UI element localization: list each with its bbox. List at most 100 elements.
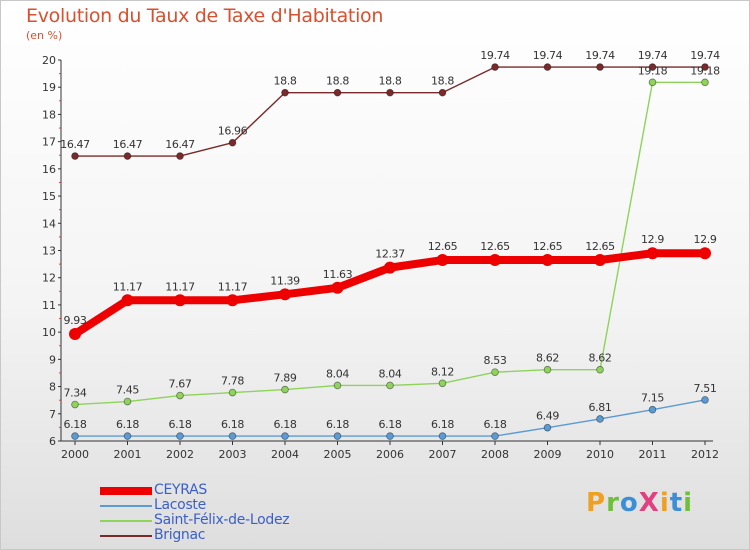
data-point-brignac (333, 88, 342, 97)
data-label-ceyras: 12.9 (694, 233, 717, 246)
data-label-lacoste: 6.18 (326, 418, 349, 431)
data-point-brignac (281, 88, 289, 97)
data-point-saint-felix-de-lodez (333, 381, 342, 390)
data-label-lacoste: 6.18 (274, 418, 297, 431)
data-point-ceyras (121, 294, 134, 307)
x-tick-label: 2011 (639, 448, 667, 461)
data-point-ceyras (174, 294, 186, 307)
y-unit-label: (en %) (26, 29, 63, 42)
logo-letter: o (619, 488, 639, 518)
data-point-saint-felix-de-lodez (543, 365, 552, 374)
y-tick-label: 6 (49, 435, 56, 448)
data-point-saint-felix-de-lodez (176, 391, 184, 400)
data-label-lacoste: 7.51 (694, 382, 717, 395)
x-tick-label: 2003 (219, 448, 247, 461)
data-point-ceyras (541, 254, 554, 267)
data-point-lacoste (596, 415, 604, 423)
data-label-saint-felix-de-lodez: 8.53 (484, 354, 507, 367)
data-label-brignac: 16.47 (113, 138, 143, 151)
x-tick-label: 2000 (61, 448, 89, 461)
y-tick-label: 12 (42, 272, 56, 285)
data-point-saint-felix-de-lodez (438, 379, 447, 388)
data-point-saint-felix-de-lodez (491, 368, 499, 376)
data-label-brignac: 16.47 (60, 138, 90, 151)
data-label-brignac: 19.74 (480, 49, 510, 62)
data-label-lacoste: 6.18 (116, 418, 139, 431)
y-tick-label: 20 (42, 54, 56, 67)
data-label-brignac: 16.96 (218, 125, 248, 138)
data-label-saint-felix-de-lodez: 8.12 (431, 365, 454, 378)
data-point-ceyras (226, 294, 239, 307)
x-tick-label: 2007 (429, 448, 457, 461)
data-point-lacoste (228, 432, 237, 440)
data-point-brignac (123, 152, 132, 160)
y-tick-label: 13 (42, 245, 56, 258)
data-label-brignac: 18.8 (431, 75, 454, 88)
legend-swatch (100, 487, 152, 495)
data-point-brignac (176, 152, 184, 160)
data-label-ceyras: 12.65 (480, 240, 510, 253)
data-point-ceyras (331, 281, 344, 294)
data-point-lacoste (281, 432, 289, 440)
data-label-brignac: 19.74 (638, 49, 668, 62)
data-label-saint-felix-de-lodez: 7.67 (169, 378, 192, 391)
data-label-ceyras: 12.65 (585, 240, 615, 253)
data-label-saint-felix-de-lodez: 8.04 (326, 367, 349, 380)
data-label-ceyras: 11.17 (165, 280, 195, 293)
data-label-brignac: 19.74 (690, 49, 720, 62)
data-label-brignac: 18.8 (379, 75, 402, 88)
data-point-saint-felix-de-lodez (648, 78, 657, 87)
y-tick-label: 15 (42, 190, 56, 203)
x-tick-label: 2005 (324, 448, 352, 461)
data-point-lacoste (386, 432, 394, 440)
data-label-ceyras: 12.65 (533, 240, 563, 253)
legend-label: Saint-Félix-de-Lodez (154, 512, 290, 528)
data-point-brignac (228, 138, 237, 147)
data-point-lacoste (438, 432, 447, 440)
data-point-brignac (648, 63, 657, 71)
logo-letter: i (683, 488, 694, 518)
data-point-saint-felix-de-lodez (701, 78, 709, 87)
data-label-ceyras: 9.93 (64, 314, 87, 327)
data-point-saint-felix-de-lodez (281, 385, 289, 394)
legend-swatch (100, 505, 152, 507)
y-tick-label: 9 (49, 353, 56, 366)
legend-swatch (100, 520, 152, 522)
data-point-saint-felix-de-lodez (596, 365, 604, 374)
data-label-brignac: 19.74 (585, 49, 615, 62)
line-chart: 6 7 8 9 10 11 12 13 14 15 16 17 18 19 20 2000 2001 2002 20… (42, 49, 721, 461)
data-label-brignac: 19.74 (533, 49, 563, 62)
x-tick-label: 2006 (376, 448, 404, 461)
data-point-ceyras (436, 254, 449, 267)
y-tick-label: 7 (49, 408, 56, 421)
data-point-saint-felix-de-lodez (228, 388, 237, 397)
data-label-lacoste: 6.18 (431, 418, 454, 431)
legend-label: Lacoste (154, 497, 206, 513)
data-label-saint-felix-de-lodez: 7.45 (116, 384, 139, 397)
data-point-ceyras (489, 254, 501, 267)
legend-swatch (100, 535, 152, 537)
data-label-ceyras: 11.17 (113, 280, 143, 293)
proxiti-logo: ProXiti (586, 488, 693, 518)
legend-label: CEYRAS (154, 482, 207, 498)
data-label-ceyras: 12.9 (641, 233, 664, 246)
data-label-brignac: 18.8 (326, 75, 349, 88)
x-tick-label: 2009 (534, 448, 562, 461)
data-point-lacoste (701, 396, 709, 404)
data-label-ceyras: 11.17 (218, 280, 248, 293)
logo-letter: P (586, 488, 607, 518)
data-label-brignac: 16.47 (165, 138, 195, 151)
data-label-ceyras: 11.63 (323, 268, 353, 281)
data-point-lacoste (71, 432, 79, 440)
y-tick-label: 10 (42, 326, 56, 339)
data-label-ceyras: 12.37 (375, 248, 405, 261)
data-label-ceyras: 11.39 (270, 274, 300, 287)
data-point-brignac (596, 63, 604, 71)
data-point-brignac (386, 88, 394, 97)
data-label-saint-felix-de-lodez: 8.62 (536, 352, 559, 365)
data-label-lacoste: 6.18 (379, 418, 402, 431)
logo-letter: r (606, 488, 620, 518)
y-tick-label: 16 (42, 163, 56, 176)
y-tick-label: 14 (42, 217, 56, 230)
data-label-lacoste: 6.18 (169, 418, 192, 431)
